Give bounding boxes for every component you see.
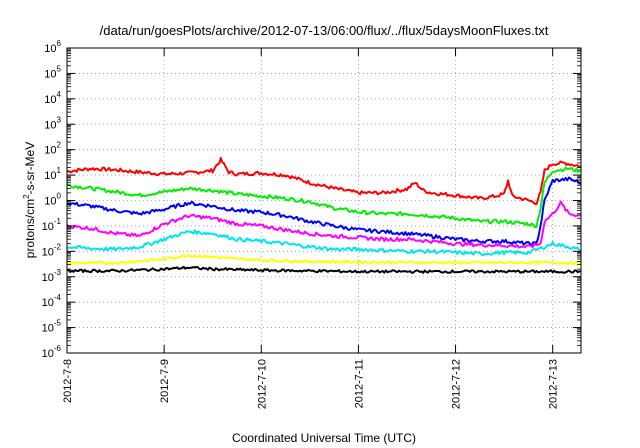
y-tick-label: 106 bbox=[44, 39, 61, 55]
y-tick-label: 10-5 bbox=[42, 319, 62, 335]
x-tick-label: 2012-7-11 bbox=[353, 359, 365, 408]
plot-area bbox=[66, 157, 582, 274]
x-tick-labels: 2012-7-8 2012-7-9 2012-7-10 2012-7-11 2012-7… bbox=[62, 359, 560, 409]
y-tick-exp: -4 bbox=[54, 293, 62, 302]
y-tick-label: 100 bbox=[44, 192, 61, 208]
y-tick-label: 10-3 bbox=[42, 268, 62, 284]
x-tick-label: 2012-7-12 bbox=[451, 359, 463, 409]
axis-ticks bbox=[66, 47, 581, 354]
y-tick-exp: -1 bbox=[54, 217, 62, 226]
series-line-1 bbox=[66, 166, 582, 229]
y-tick-exp: 1 bbox=[57, 166, 62, 175]
y-tick-label: 102 bbox=[44, 141, 61, 157]
x-tick-label: 2012-7-9 bbox=[159, 359, 171, 403]
y-tick-label: 103 bbox=[44, 115, 61, 131]
chart-title: /data/run/goesPlots/archive/2012-07-13/0… bbox=[100, 23, 549, 38]
y-tick-exp: -2 bbox=[54, 242, 62, 251]
y-tick-label: 10-1 bbox=[42, 217, 62, 233]
grid bbox=[66, 48, 581, 353]
y-tick-base: 10 bbox=[42, 221, 54, 233]
y-tick-exp: 5 bbox=[57, 64, 62, 73]
series-line-2 bbox=[66, 176, 582, 247]
x-tick-label: 2012-7-10 bbox=[256, 359, 268, 409]
y-tick-exp: 6 bbox=[57, 39, 62, 48]
y-tick-label: 105 bbox=[44, 64, 61, 80]
series-line-5 bbox=[66, 254, 582, 266]
y-tick-exp: 3 bbox=[57, 115, 62, 124]
y-tick-exp: 4 bbox=[57, 90, 62, 99]
x-tick-label: 2012-7-13 bbox=[548, 359, 560, 409]
y-tick-base: 10 bbox=[42, 246, 54, 258]
y-tick-base: 10 bbox=[44, 170, 56, 182]
series-line-6 bbox=[66, 265, 582, 274]
y-tick-label: 10-6 bbox=[42, 344, 62, 360]
y-tick-base: 10 bbox=[44, 145, 56, 157]
y-tick-base: 10 bbox=[44, 94, 56, 106]
y-tick-base: 10 bbox=[44, 43, 56, 55]
y-tick-label: 104 bbox=[44, 90, 61, 106]
x-axis-label: Coordinated Universal Time (UTC) bbox=[232, 431, 416, 445]
y-tick-exp: -5 bbox=[54, 319, 62, 328]
y-tick-base: 10 bbox=[42, 323, 54, 335]
series-line-0 bbox=[66, 157, 582, 206]
y-tick-label: 101 bbox=[44, 166, 61, 182]
series-line-3 bbox=[66, 200, 582, 249]
y-tick-base: 10 bbox=[42, 348, 54, 360]
y-tick-exp: 0 bbox=[57, 192, 62, 201]
y-axis-label-post: -s-sr-MeV bbox=[23, 142, 37, 195]
y-tick-base: 10 bbox=[44, 119, 56, 131]
y-axis-label: protons/cm2-s-sr-MeV bbox=[22, 142, 37, 258]
y-tick-base: 10 bbox=[44, 196, 56, 208]
y-tick-exp: -6 bbox=[54, 344, 62, 353]
x-tick-label: 2012-7-8 bbox=[62, 359, 74, 403]
y-axis-label-sup: 2 bbox=[22, 194, 31, 199]
y-tick-label: 10-2 bbox=[42, 242, 62, 258]
y-tick-base: 10 bbox=[42, 297, 54, 309]
y-tick-exp: 2 bbox=[57, 141, 62, 150]
series-line-4 bbox=[66, 229, 582, 257]
y-tick-labels: 10-610-510-410-310-210-11001011021031041… bbox=[42, 39, 62, 360]
y-axis-label-pre: protons/cm bbox=[23, 199, 37, 258]
y-tick-base: 10 bbox=[44, 68, 56, 80]
y-tick-base: 10 bbox=[42, 272, 54, 284]
y-tick-exp: -3 bbox=[54, 268, 62, 277]
y-tick-label: 10-4 bbox=[42, 293, 62, 309]
